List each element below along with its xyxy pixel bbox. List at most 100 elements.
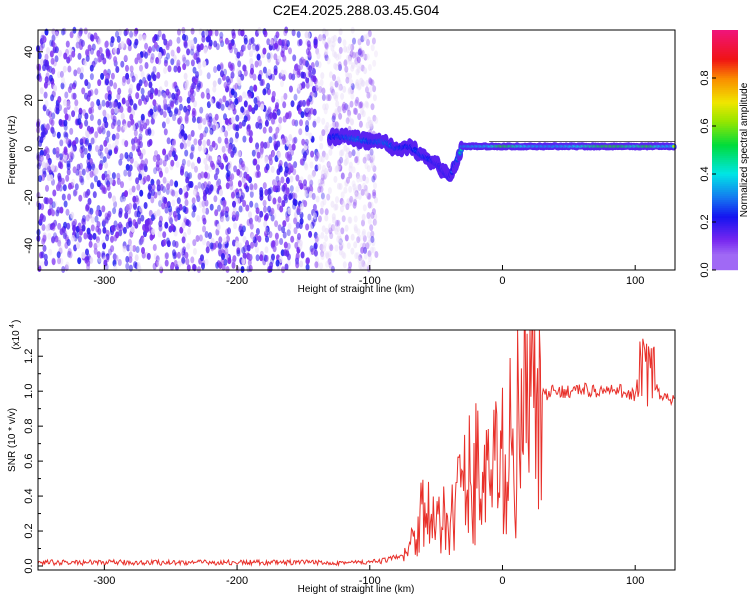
noise-dot (80, 39, 85, 47)
noise-dot (258, 122, 263, 130)
noise-dot (164, 201, 169, 209)
noise-dot (183, 41, 188, 49)
noise-dot (93, 167, 98, 175)
noise-dot (125, 262, 130, 270)
noise-dot (171, 150, 176, 158)
noise-dot (174, 180, 179, 188)
noise-dot (88, 211, 93, 219)
noise-dot (59, 70, 64, 78)
noise-dot (360, 246, 365, 254)
noise-dot (191, 90, 196, 98)
noise-dot (230, 103, 235, 111)
noise-dot (94, 131, 99, 139)
noise-dot (242, 64, 247, 72)
noise-dot (243, 245, 247, 253)
noise-dot (267, 106, 272, 114)
noise-dot (227, 227, 231, 235)
noise-dot (190, 146, 195, 154)
noise-dot (180, 165, 185, 173)
noise-dot (340, 149, 345, 157)
noise-dot (157, 230, 162, 238)
noise-dot (238, 95, 243, 103)
noise-dot (158, 224, 163, 232)
noise-dot (56, 131, 61, 139)
noise-dot (67, 86, 72, 94)
noise-dot (43, 81, 48, 89)
noise-dot (190, 48, 194, 56)
colorbar-segment (712, 222, 738, 225)
x-tick-label: -300 (93, 575, 115, 587)
colorbar-segment (712, 150, 738, 153)
noise-dot (139, 163, 144, 171)
colorbar-segment (712, 256, 738, 259)
noise-dot (127, 44, 132, 52)
noise-dot (303, 161, 308, 169)
noise-dot (249, 58, 254, 65)
noise-dot (348, 151, 353, 158)
noise-dot (276, 108, 281, 116)
noise-dot (241, 177, 246, 185)
noise-dot (369, 148, 374, 156)
noise-dot (110, 122, 115, 130)
noise-dot (305, 223, 310, 231)
noise-dot (101, 127, 106, 135)
noise-dot (194, 165, 198, 173)
noise-dot (182, 33, 186, 41)
noise-dot (51, 224, 56, 232)
noise-dot (90, 216, 95, 224)
noise-dot (85, 130, 89, 138)
noise-dot (320, 177, 325, 185)
noise-dot (321, 225, 326, 233)
noise-dot (215, 167, 220, 175)
noise-dot (154, 102, 159, 110)
noise-dot (97, 79, 102, 87)
noise-dot (253, 158, 258, 166)
noise-dot (191, 210, 196, 218)
noise-dot (357, 83, 361, 91)
noise-dot (206, 154, 211, 162)
noise-dot (229, 137, 234, 145)
noise-dot (363, 53, 368, 61)
noise-dot (84, 112, 89, 120)
noise-dot (78, 194, 83, 202)
noise-dot (366, 231, 371, 239)
noise-dot (176, 207, 181, 215)
noise-dot (305, 48, 310, 56)
noise-dot (262, 88, 267, 96)
noise-dot (301, 81, 306, 89)
noise-dot (331, 40, 336, 48)
noise-dot (66, 160, 71, 168)
noise-dot (275, 181, 280, 189)
noise-dot (259, 254, 264, 262)
noise-dot (273, 34, 278, 42)
noise-dot (317, 178, 322, 186)
noise-dot (341, 215, 346, 223)
colorbar-segment (712, 122, 738, 125)
noise-dot (144, 51, 148, 59)
noise-dot (341, 200, 346, 208)
noise-dot (168, 215, 173, 223)
noise-dot (206, 139, 211, 146)
noise-dot (232, 239, 236, 247)
noise-dot (165, 88, 170, 96)
noise-dot (364, 189, 369, 197)
noise-dot (174, 107, 179, 115)
noise-dot (192, 205, 197, 213)
colorbar-segment (712, 104, 738, 107)
noise-dot (202, 194, 207, 202)
noise-dot (299, 158, 304, 166)
noise-dot (225, 141, 230, 149)
noise-dot (299, 99, 304, 107)
noise-dot (44, 100, 49, 107)
noise-dot (332, 74, 336, 82)
noise-dot (250, 234, 255, 241)
noise-dot (86, 173, 91, 181)
colorbar-segment (712, 236, 738, 239)
noise-dot (93, 175, 98, 183)
noise-dot (344, 234, 349, 242)
noise-dot (348, 72, 353, 80)
noise-dot (325, 252, 330, 260)
noise-dot (119, 106, 124, 113)
noise-dot (179, 142, 184, 150)
noise-dot (295, 257, 299, 265)
